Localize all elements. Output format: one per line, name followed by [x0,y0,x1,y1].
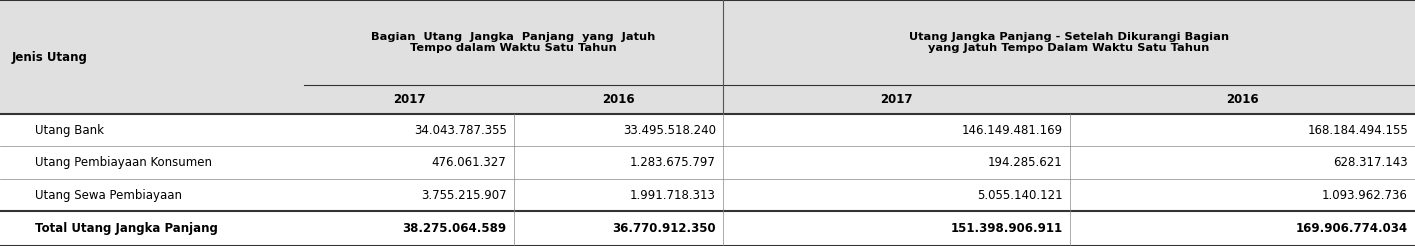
Text: 38.275.064.589: 38.275.064.589 [402,222,507,235]
Text: Utang Jangka Panjang - Setelah Dikurangi Bagian
yang Jatuh Tempo Dalam Waktu Sat: Utang Jangka Panjang - Setelah Dikurangi… [908,32,1230,53]
Text: 3.755.215.907: 3.755.215.907 [420,189,507,202]
Text: 146.149.481.169: 146.149.481.169 [962,124,1063,137]
Bar [0,211,1415,246]
Text: Jenis Utang: Jenis Utang [11,50,88,63]
Text: Utang Bank: Utang Bank [35,124,105,137]
Text: 1.093.962.736: 1.093.962.736 [1322,189,1408,202]
Text: 2016: 2016 [1225,93,1259,106]
Text: 628.317.143: 628.317.143 [1333,156,1408,169]
Text: 2017: 2017 [393,93,424,106]
Text: 5.055.140.121: 5.055.140.121 [976,189,1063,202]
Text: 36.770.912.350: 36.770.912.350 [613,222,716,235]
Text: Total Utang Jangka Panjang: Total Utang Jangka Panjang [35,222,218,235]
Text: 34.043.787.355: 34.043.787.355 [413,124,507,137]
Text: 151.398.906.911: 151.398.906.911 [951,222,1063,235]
Text: 33.495.518.240: 33.495.518.240 [623,124,716,137]
Text: Utang Pembiayaan Konsumen: Utang Pembiayaan Konsumen [35,156,212,169]
Text: 476.061.327: 476.061.327 [432,156,507,169]
Text: Bagian  Utang  Jangka  Panjang  yang  Jatuh
Tempo dalam Waktu Satu Tahun: Bagian Utang Jangka Panjang yang Jatuh T… [372,32,655,53]
Text: 194.285.621: 194.285.621 [988,156,1063,169]
Text: 1.283.675.797: 1.283.675.797 [630,156,716,169]
Text: 2017: 2017 [880,93,913,106]
Text: 2016: 2016 [601,93,635,106]
Bar [0,114,1415,146]
Text: 168.184.494.155: 168.184.494.155 [1307,124,1408,137]
Text: 1.991.718.313: 1.991.718.313 [630,189,716,202]
Bar [0,146,1415,179]
Text: Utang Sewa Pembiayaan: Utang Sewa Pembiayaan [35,189,183,202]
Text: 169.906.774.034: 169.906.774.034 [1296,222,1408,235]
Bar [0,179,1415,211]
Bar [0,0,1415,114]
